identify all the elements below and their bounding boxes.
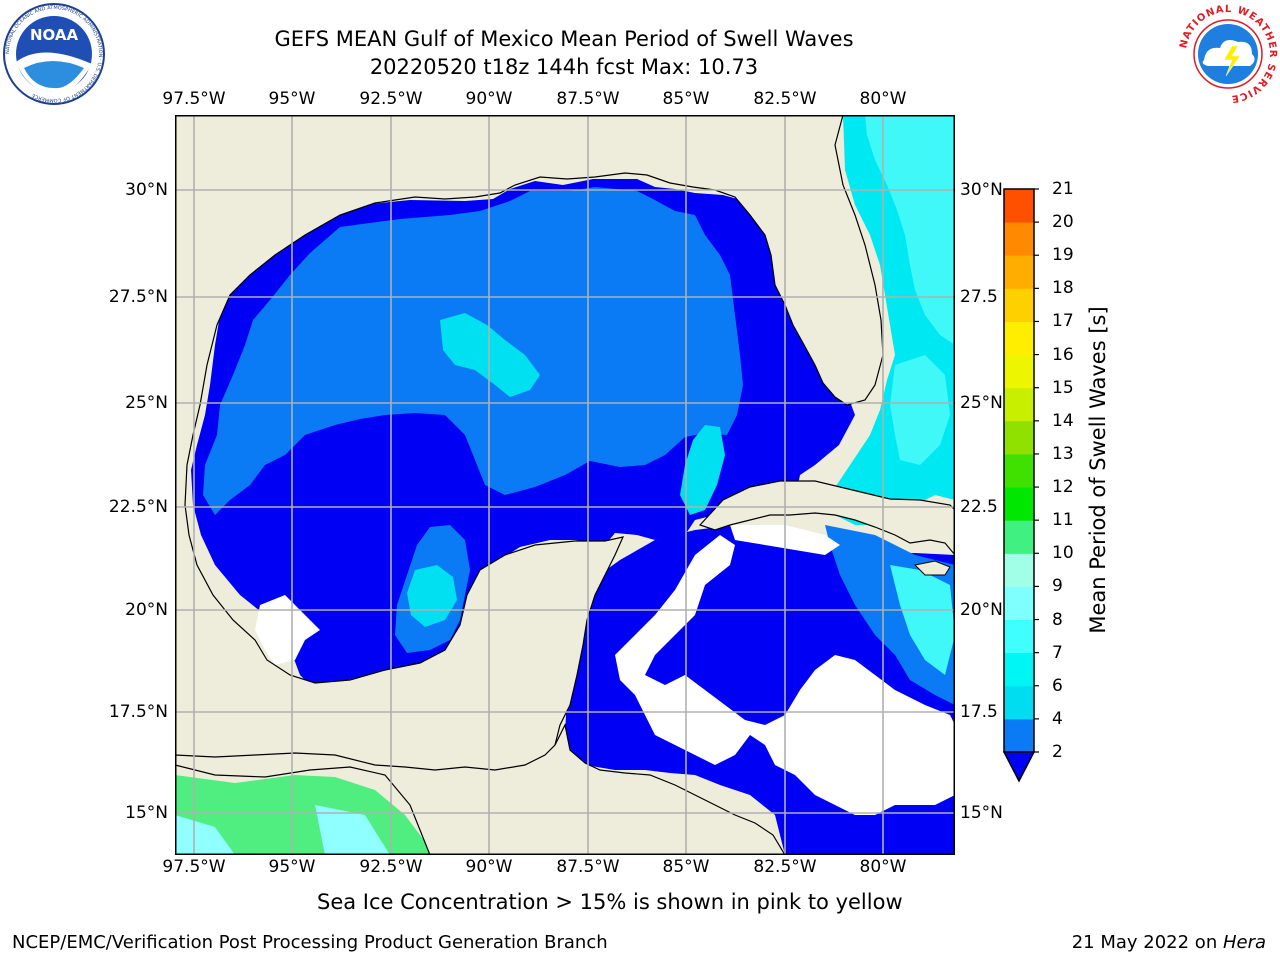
colorbar-tick-label: 10: [1052, 543, 1074, 564]
colorbar-segment: [1004, 255, 1034, 289]
colorbar-tick-label: 8: [1052, 609, 1063, 630]
central-america-land: [175, 723, 786, 855]
caribbean-field-6-8s: [890, 565, 955, 675]
colorbar-tick-label: 20: [1052, 212, 1074, 233]
pacific-field-8-9s-b: [315, 805, 390, 855]
lat-label-left: 17.5°N: [108, 702, 168, 722]
atlantic-field-6-8s-b: [890, 355, 950, 465]
colorbar-segment: [1004, 487, 1034, 521]
lon-label-bottom: 90°W: [465, 857, 513, 877]
colorbar-segment: [1004, 520, 1034, 554]
colorbar-segment: [1004, 288, 1034, 322]
colorbar-segment: [1004, 652, 1034, 687]
lat-label-right: 22.5: [960, 497, 998, 517]
graticule: [175, 115, 955, 855]
colorbar-tick-label: 11: [1052, 510, 1074, 531]
colorbar-tick-label: 15: [1052, 377, 1074, 398]
lon-label-bottom: 97.5°W: [162, 857, 226, 877]
lat-label-right: 30°N: [960, 180, 1003, 200]
colorbar-tick-label: 14: [1052, 410, 1074, 431]
lon-label-top: 82.5°W: [753, 89, 817, 109]
colorbar-segment: [1004, 685, 1034, 720]
lat-label-left: 15°N: [125, 803, 168, 823]
colorbar-tick-label: 6: [1052, 675, 1063, 696]
lat-label-right: 27.5: [960, 287, 998, 307]
lon-label-bottom: 80°W: [859, 857, 907, 877]
noaa-logo: NOAA NATIONAL OCEANIC AND ATMOSPHERIC AD…: [3, 3, 105, 105]
nodata-caribbean: [615, 535, 955, 815]
land-jamaica: [913, 560, 951, 576]
campeche-patch-4-6s: [407, 565, 457, 627]
colorbar-segment: [1004, 321, 1034, 356]
colorbar-title: Mean Period of Swell Waves [s]: [1086, 306, 1110, 634]
map-frame: [175, 115, 955, 855]
colorbar: [1002, 188, 1039, 783]
lat-label-left: 30°N: [125, 180, 168, 200]
lat-label-left: 27.5°N: [108, 287, 168, 307]
lon-label-bottom: 82.5°W: [753, 857, 817, 877]
lon-label-top: 90°W: [465, 89, 513, 109]
lat-label-right: 20°N: [960, 600, 1003, 620]
gulf-patch-4-6s: [440, 313, 540, 397]
lat-label-left: 22.5°N: [108, 497, 168, 517]
lon-label-top: 85°W: [662, 89, 710, 109]
colorbar-tick-label: 13: [1052, 443, 1074, 464]
map-panel: [175, 115, 955, 855]
footer-date-text: 21 May 2022 on: [1071, 932, 1223, 953]
lon-label-bottom: 95°W: [268, 857, 316, 877]
colorbar-segment: [1004, 453, 1034, 488]
lon-label-top: 92.5°W: [359, 89, 423, 109]
lat-label-right: 15°N: [960, 803, 1003, 823]
sea-ice-note: Sea Ice Concentration > 15% is shown in …: [317, 890, 903, 914]
colorbar-segment: [1004, 222, 1034, 256]
colorbar-segment: [1004, 619, 1034, 654]
colorbar-segment: [1004, 189, 1034, 223]
nodata-bay: [255, 595, 320, 665]
land-cuba: [698, 480, 955, 556]
lon-label-bottom: 85°W: [662, 857, 710, 877]
lat-label-left: 20°N: [125, 600, 168, 620]
atlantic-field-6-8s: [865, 115, 955, 345]
lat-label-left: 25°N: [125, 393, 168, 413]
colorbar-extend-arrow: [1002, 751, 1036, 783]
colorbar-segment: [1004, 387, 1034, 422]
svg-text:NOAA: NOAA: [30, 26, 79, 44]
footer-date: 21 May 2022 on Hera: [1072, 932, 1266, 953]
lon-label-bottom: 87.5°W: [556, 857, 620, 877]
map-subtitle: 20220520 t18z 144h fcst Max: 10.73: [369, 55, 759, 79]
lon-label-bottom: 92.5°W: [359, 857, 423, 877]
colorbar-tick-label: 16: [1052, 344, 1074, 365]
colorbar-segment: [1004, 553, 1034, 587]
colorbar-tick-label: 19: [1052, 245, 1074, 266]
colorbar-tick-label: 17: [1052, 311, 1074, 332]
lat-label-right: 17.5: [960, 702, 998, 722]
gulf-patch-4-6s-b: [680, 425, 725, 515]
pacific-field-8-9s: [175, 815, 235, 855]
footer-credit: NCEP/EMC/Verification Post Processing Pr…: [12, 932, 608, 953]
map-title: GEFS MEAN Gulf of Mexico Mean Period of …: [274, 27, 854, 51]
lon-label-top: 97.5°W: [162, 89, 226, 109]
lon-label-top: 80°W: [859, 89, 907, 109]
lon-label-top: 95°W: [268, 89, 316, 109]
colorbar-tick-label: 7: [1052, 642, 1063, 663]
lat-label-right: 25°N: [960, 393, 1003, 413]
colorbar-segment: [1004, 586, 1034, 621]
lon-label-top: 87.5°W: [556, 89, 620, 109]
colorbar-tick-label: 12: [1052, 477, 1074, 498]
colorbar-tick-label: 2: [1052, 742, 1063, 762]
colorbar-segment: [1004, 420, 1034, 455]
nws-logo: NATIONAL WEATHER SERVICE: [1178, 4, 1277, 104]
colorbar-tick-label: 18: [1052, 278, 1074, 299]
colorbar-tick-label: 21: [1052, 179, 1074, 199]
colorbar-tick-label: 9: [1052, 576, 1063, 597]
colorbar-segment: [1004, 718, 1034, 753]
colorbar-tick-label: 4: [1052, 708, 1063, 729]
colorbar-segment: [1004, 354, 1034, 389]
footer-host: Hera: [1222, 932, 1266, 953]
